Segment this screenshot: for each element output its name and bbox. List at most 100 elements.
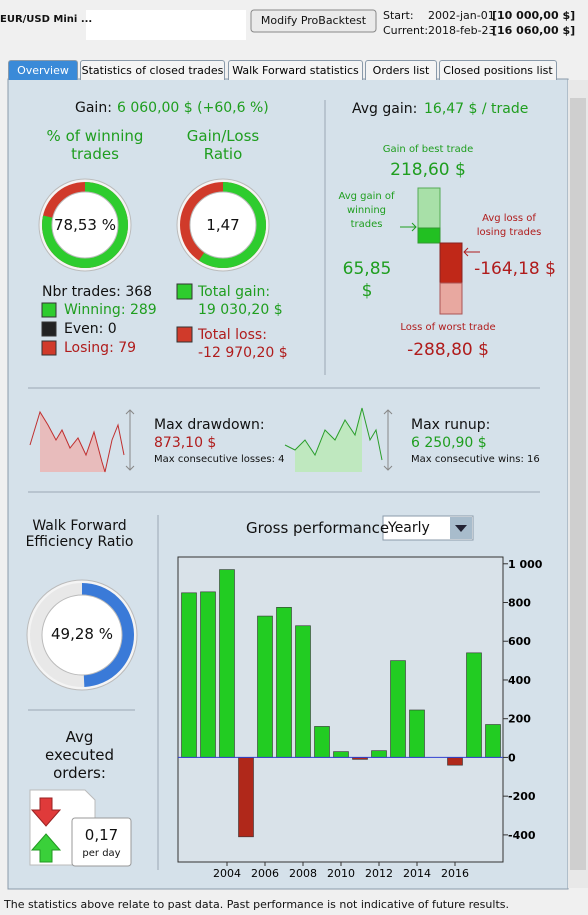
bar <box>333 751 349 758</box>
instrument: EUR/USD Mini ... <box>0 14 93 25</box>
ring-center <box>41 594 123 676</box>
dd-arrow <box>125 409 135 471</box>
gain-label: Gain: <box>75 100 112 116</box>
tab[interactable]: Orders list <box>365 60 437 80</box>
total-gain: 19 030,20 $ <box>198 302 283 318</box>
best-label: Gain of best trade <box>382 144 474 155</box>
current-date: 2018-feb-23 <box>428 24 496 37</box>
x-tick-label: 2014 <box>403 867 431 880</box>
bar <box>485 724 501 758</box>
x-tick-label: 2016 <box>441 867 469 880</box>
avg-loss: -164,18 $ <box>474 259 556 279</box>
period-value[interactable]: Yearly <box>388 520 430 536</box>
dd-area <box>40 412 105 472</box>
button-frame <box>250 9 377 33</box>
avg-win-bar <box>417 227 441 244</box>
dd-line <box>29 410 125 473</box>
worst-value: -288,80 $ <box>407 340 489 360</box>
y-tick-label: 600 <box>508 635 531 648</box>
x-tick-label: 2010 <box>327 867 355 880</box>
avg-label: Avg gain: <box>352 101 418 117</box>
footer: The statistics above relate to past data… <box>4 898 509 911</box>
y-tick-label: 1 000 <box>508 558 543 571</box>
wf-title: Walk Forward Efficiency Ratio <box>25 518 134 550</box>
ring-arc <box>198 182 266 268</box>
ring-center <box>51 191 119 259</box>
best-value: 218,60 $ <box>390 160 466 180</box>
bar <box>238 757 254 838</box>
drawdown-label: Max drawdown: <box>154 417 265 433</box>
y-tick-label: 0 <box>508 751 516 764</box>
bar <box>314 726 330 758</box>
name-box <box>86 10 246 40</box>
tab[interactable]: Walk Forward statistics <box>228 60 363 80</box>
x-tick-label: 2006 <box>251 867 279 880</box>
avg-win-label: Avg gain of winning trades <box>338 191 395 230</box>
select-caret <box>455 525 467 532</box>
y-tick-label: 400 <box>508 674 531 687</box>
ratio-value: 1,47 <box>206 216 240 234</box>
bar <box>409 709 425 758</box>
scroll-thumb <box>570 98 586 870</box>
avg-value: 16,47 $ / trade <box>424 101 529 117</box>
tab[interactable]: Closed positions list <box>439 60 557 80</box>
orders-value: 0,17 <box>84 826 119 844</box>
bar <box>295 625 311 758</box>
y-tick-label: 200 <box>508 713 531 726</box>
runup-value: 6 250,90 $ <box>411 435 487 451</box>
bar <box>219 569 235 758</box>
ru-arrow <box>383 409 393 471</box>
runup-label: Max runup: <box>411 417 491 433</box>
legend-gain <box>176 283 193 300</box>
y-tick-label: -200 <box>508 790 536 803</box>
ring-center <box>189 191 257 259</box>
total-loss-label: Total loss: <box>198 327 267 343</box>
orders-box <box>71 817 132 867</box>
y-tick-label: -400 <box>508 829 536 842</box>
start-capital: [10 000,00 $] <box>492 9 576 22</box>
tab[interactable]: Overview <box>8 60 78 80</box>
avg-win: 65,85 $ <box>342 259 392 301</box>
total-loss: -12 970,20 $ <box>198 345 288 361</box>
tab[interactable]: Statistics of closed trades <box>80 60 225 80</box>
x-tick-label: 2012 <box>365 867 393 880</box>
arrow <box>400 222 417 232</box>
modify-button[interactable]: Modify ProBacktest <box>260 14 367 27</box>
ru-line <box>284 407 383 461</box>
orders-unit: per day <box>82 848 121 859</box>
bar <box>200 591 216 758</box>
ring-arc <box>42 182 128 268</box>
current-capital: [16 060,00 $] <box>492 24 576 37</box>
x-tick-label: 2008 <box>289 867 317 880</box>
orders-title: Avg executed orders: <box>45 728 114 782</box>
ring-arc <box>81 583 134 687</box>
avg-loss-bar <box>439 242 463 284</box>
worst-bar <box>439 282 463 315</box>
ru-area <box>295 408 362 472</box>
up-arrow <box>30 833 62 863</box>
worst-label: Loss of worst trade <box>400 322 496 333</box>
legend-even <box>41 321 57 337</box>
winning-value: 78,53 % <box>54 216 116 234</box>
winning-title: % of winning trades <box>46 127 144 163</box>
runup-consecutive: Max consecutive wins: 16 <box>411 454 540 465</box>
bar <box>390 660 406 758</box>
wf-value: 49,28 % <box>51 625 113 643</box>
bar <box>371 750 387 758</box>
gain-value: 6 060,00 $ (+60,6 %) <box>117 100 269 116</box>
drawdown-value: 873,10 $ <box>154 435 217 451</box>
legend-loss <box>41 340 57 356</box>
bar <box>276 607 292 758</box>
avg-loss-label: Avg loss of losing trades <box>476 213 542 238</box>
best-bar <box>417 187 441 229</box>
arrow <box>463 247 480 257</box>
y-tick-label: 800 <box>508 597 531 610</box>
bar <box>257 615 273 758</box>
start-date: 2002-jan-01 <box>428 9 495 22</box>
total-gain-label: Total gain: <box>198 284 271 300</box>
losing-trades: Losing: 79 <box>64 340 137 356</box>
legend-loss <box>176 326 193 343</box>
chart-title: Gross performance <box>246 519 390 537</box>
bar <box>466 652 482 758</box>
